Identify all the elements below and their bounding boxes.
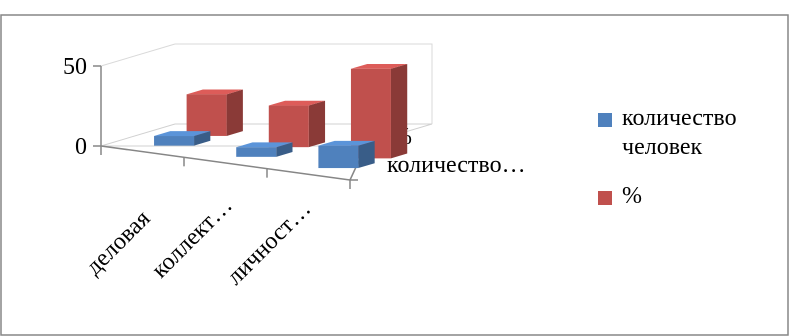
- legend-swatch-series-2: [598, 190, 612, 205]
- bar-series-2-1: [186, 94, 227, 136]
- y-tick-label: 0: [75, 134, 87, 160]
- category-label: деловая: [81, 206, 156, 281]
- bar-series-2-2-side: [308, 100, 326, 148]
- bar-series-2-1-top: [186, 89, 243, 95]
- bar-series-1-3: [318, 145, 359, 169]
- legend-swatch-series-1: [598, 113, 612, 127]
- legend-item-series-2: %: [598, 182, 789, 211]
- x-axis-line: [100, 145, 351, 181]
- legend-label-series-2: %: [622, 182, 642, 209]
- back-wall: [175, 43, 433, 124]
- bar-series-2-3-top: [350, 63, 408, 69]
- bar-series-1-1-side: [194, 131, 211, 146]
- legend-label-series-1: количество человек: [622, 105, 737, 160]
- side-wall-top: [100, 43, 176, 67]
- bar-series-2-2: [268, 105, 309, 148]
- bar-series-1-2-top: [236, 142, 293, 148]
- bar-series-2-1-side: [226, 89, 243, 136]
- bar-series-1-3-top: [318, 140, 375, 146]
- bar-series-1-2: [236, 147, 277, 157]
- depth-label: количество…: [387, 152, 526, 178]
- bar-series-1-2-side: [276, 142, 293, 157]
- chart-border: [0, 14, 789, 336]
- y-tick-label: 50: [63, 54, 87, 80]
- bar-series-1-1-top: [154, 131, 211, 137]
- legend-item-series-1: количество человек: [598, 104, 789, 162]
- bar-series-1-3-side: [358, 140, 375, 169]
- bar-series-2-2-top: [268, 100, 326, 106]
- legend: количество человек %: [598, 104, 789, 210]
- bar-series-1-1: [154, 136, 195, 146]
- bar-series-2-3-side: [390, 63, 408, 159]
